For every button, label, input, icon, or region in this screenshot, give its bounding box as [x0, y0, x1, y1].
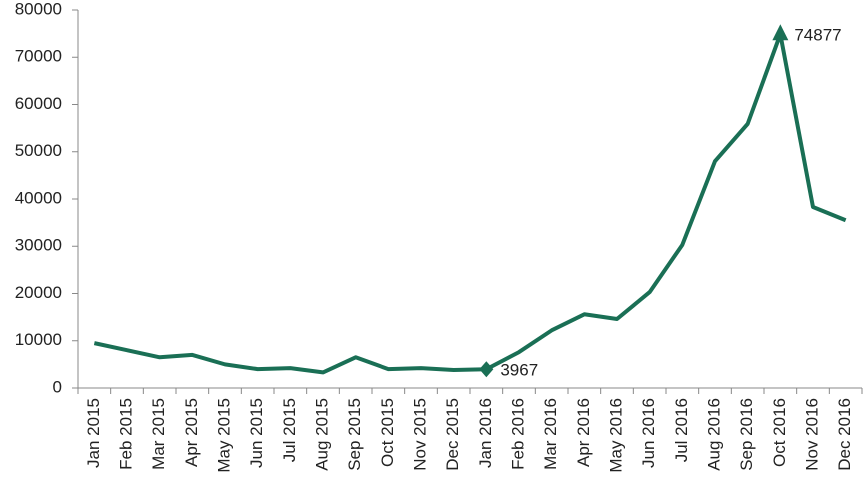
y-tick-label: 80000: [15, 0, 62, 18]
x-tick-label: Dec 2016: [835, 398, 854, 471]
x-tick-label: Mar 2015: [149, 398, 168, 470]
data-line: [93, 32, 847, 375]
x-tick-label: Aug 2015: [312, 398, 331, 471]
marker: [479, 361, 494, 378]
y-tick-label: 60000: [15, 94, 62, 113]
y-tick-label: 50000: [15, 141, 62, 160]
x-tick-label: Mar 2016: [541, 398, 560, 470]
x-tick-label: Apr 2016: [574, 398, 593, 467]
x-tick-label: Jan 2015: [84, 398, 103, 468]
x-tick-label: Jan 2016: [476, 398, 495, 468]
data-label: 74877: [794, 26, 841, 45]
x-tick-label: May 2016: [606, 398, 625, 473]
x-tick-label: Jul 2016: [672, 398, 691, 462]
x-tick-label: Sep 2015: [345, 398, 364, 471]
x-tick-label: Feb 2016: [508, 398, 527, 470]
x-tick-label: Sep 2016: [737, 398, 756, 471]
y-tick-label: 0: [53, 377, 62, 396]
y-tick-label: 40000: [15, 188, 62, 207]
data-label: 3967: [500, 361, 538, 380]
x-tick-label: Dec 2015: [443, 398, 462, 471]
y-tick-label: 10000: [15, 330, 62, 349]
y-tick-label: 30000: [15, 236, 62, 255]
x-tick-label: Nov 2015: [410, 398, 429, 471]
x-tick-label: Oct 2015: [378, 398, 397, 467]
x-tick-label: May 2015: [214, 398, 233, 473]
x-tick-label: Nov 2016: [802, 398, 821, 471]
x-tick-label: Jul 2015: [280, 398, 299, 462]
y-tick-label: 20000: [15, 283, 62, 302]
x-tick-label: Jun 2016: [639, 398, 658, 468]
x-tick-label: Aug 2016: [704, 398, 723, 471]
x-tick-label: Apr 2015: [182, 398, 201, 467]
y-tick-label: 70000: [15, 47, 62, 66]
x-tick-label: Oct 2016: [770, 398, 789, 467]
x-tick-label: Feb 2015: [116, 398, 135, 470]
marker: [772, 24, 789, 41]
x-tick-label: Jun 2015: [247, 398, 266, 468]
